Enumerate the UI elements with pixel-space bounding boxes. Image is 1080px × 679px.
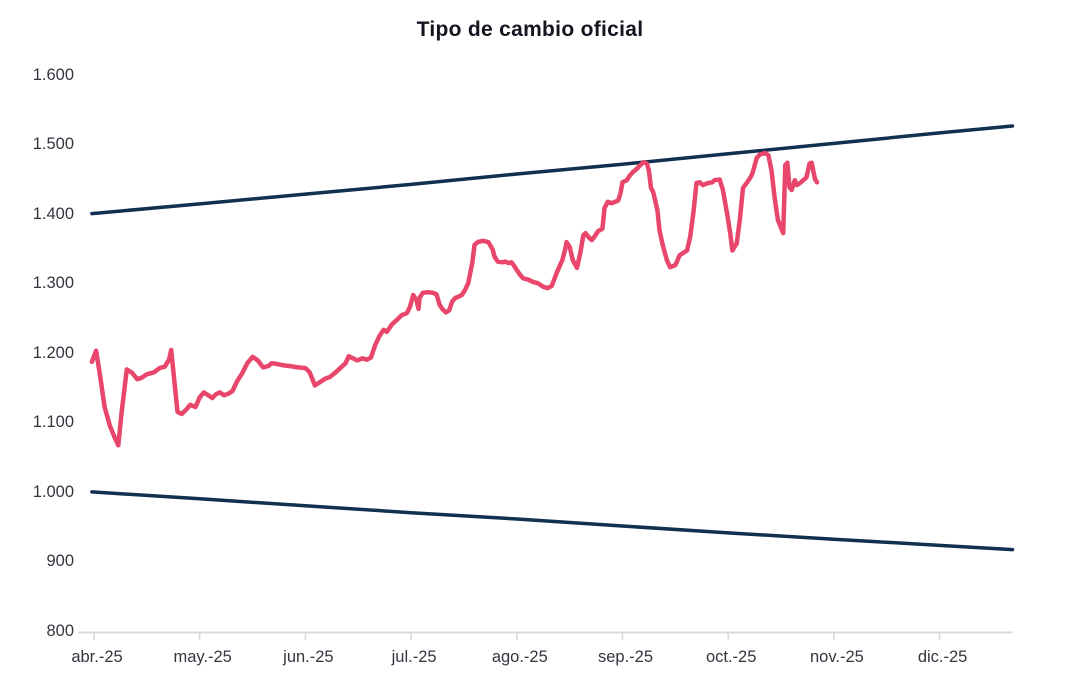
- y-axis-label: 800: [46, 622, 74, 640]
- tipo-de-cambio-oficial-line: [89, 150, 820, 448]
- upper-band-line: [90, 124, 1015, 216]
- x-axis-label: ago.-25: [491, 648, 548, 666]
- x-axis-label: oct.-25: [705, 648, 757, 666]
- y-axis-label: 1.200: [32, 343, 74, 362]
- y-axis-label: 1.600: [32, 65, 74, 84]
- x-axis-label: sep.-25: [597, 648, 654, 666]
- x-axis-label: jun.-25: [283, 648, 334, 666]
- x-axis-label: nov.-25: [809, 648, 864, 666]
- x-axis-label: jul.-25: [391, 648, 437, 666]
- y-axis-label: 1.400: [32, 204, 74, 223]
- x-axis-label: dic.-25: [917, 648, 968, 666]
- y-axis-label: 1.500: [32, 135, 74, 154]
- y-axis-label: 900: [46, 552, 74, 571]
- chart-title: Tipo de cambio oficial: [416, 18, 644, 41]
- y-axis-label: 1.100: [32, 413, 74, 432]
- x-axis-label: may.-25: [173, 648, 232, 666]
- y-axis-label: 1.300: [32, 274, 74, 293]
- x-axis-label: abr.-25: [71, 648, 123, 666]
- lower-band-line: [90, 490, 1015, 552]
- y-axis-label: 1.000: [32, 482, 74, 501]
